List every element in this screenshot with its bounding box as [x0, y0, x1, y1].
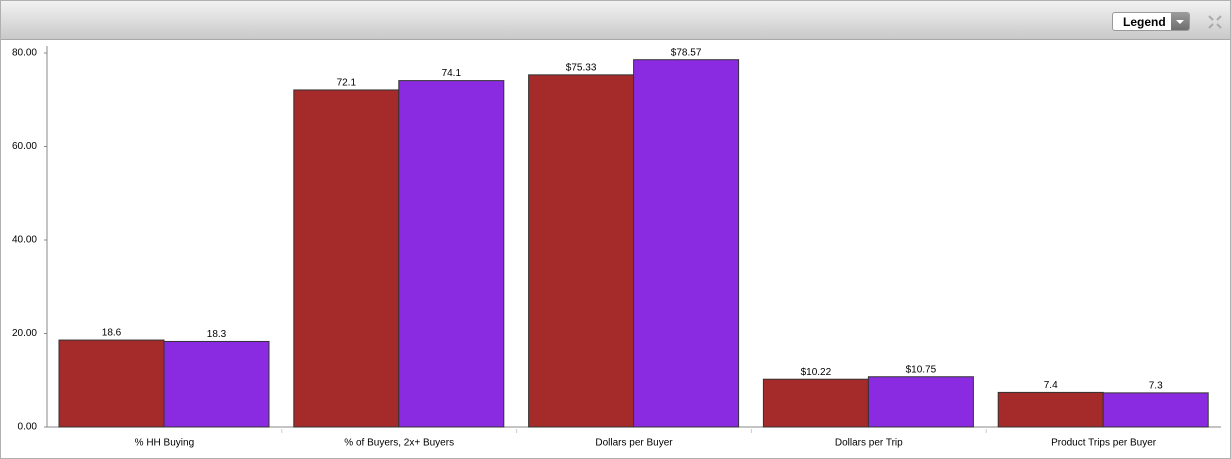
y-tick-label: 20.00 — [12, 328, 37, 339]
x-tick-label: Dollars per Trip — [835, 438, 903, 449]
bar — [163, 340, 270, 428]
value-label: $78.57 — [671, 47, 702, 58]
x-tick-label: % of Buyers, 2x+ Buyers — [344, 438, 454, 449]
value-label: 18.6 — [102, 328, 122, 339]
value-label: 72.1 — [337, 78, 357, 89]
bar — [1102, 392, 1209, 428]
legend-label: Legend — [1123, 15, 1166, 29]
value-label: 74.1 — [442, 68, 462, 79]
bar — [633, 59, 740, 428]
collapse-icon[interactable] — [1, 1, 1230, 39]
bar — [762, 378, 869, 428]
value-label: 7.4 — [1044, 380, 1058, 391]
bar — [398, 80, 505, 428]
toolbar: Legend — [1, 1, 1230, 40]
legend-dropdown[interactable]: Legend — [1112, 12, 1190, 31]
bar — [997, 391, 1104, 428]
bar — [58, 339, 165, 428]
y-tick-label: 0.00 — [18, 422, 38, 433]
bar — [293, 89, 400, 428]
bar — [528, 74, 635, 428]
x-tick-label: % HH Buying — [135, 438, 194, 449]
value-label: $75.33 — [566, 62, 597, 73]
value-label: 18.3 — [207, 329, 227, 340]
bar — [867, 376, 974, 428]
value-label: $10.75 — [906, 364, 937, 375]
value-label: $10.22 — [801, 367, 832, 378]
y-tick-label: 80.00 — [12, 48, 37, 59]
y-tick-label: 40.00 — [12, 235, 37, 246]
x-tick-label: Product Trips per Buyer — [1051, 438, 1157, 449]
y-tick-label: 60.00 — [12, 141, 37, 152]
value-label: 7.3 — [1149, 381, 1163, 392]
x-tick-label: Dollars per Buyer — [595, 438, 673, 449]
